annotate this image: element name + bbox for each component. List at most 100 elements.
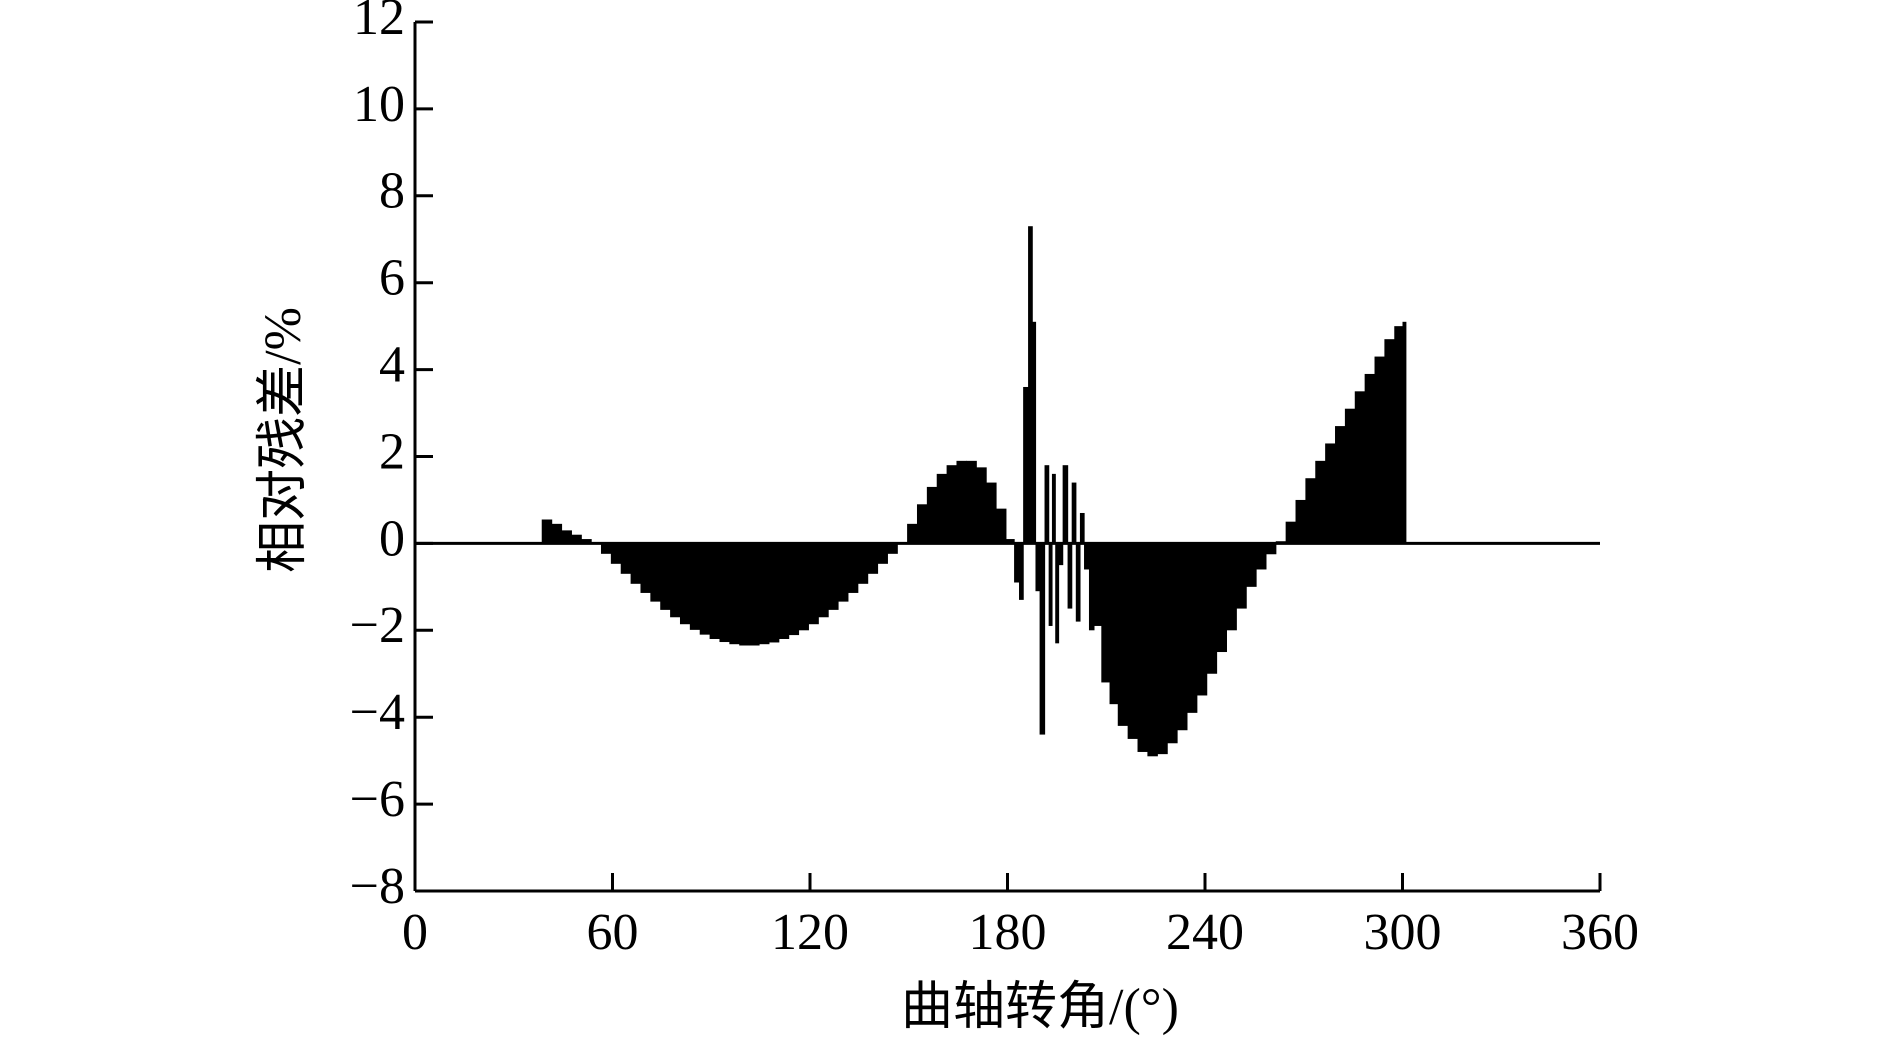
bar <box>1325 443 1336 544</box>
bar <box>1048 543 1053 626</box>
y-tick-label: 10 <box>353 76 405 133</box>
bar <box>1147 543 1158 757</box>
bar <box>1109 543 1119 705</box>
bar <box>1196 543 1208 696</box>
bar <box>986 482 997 544</box>
bar <box>1127 543 1139 739</box>
bar <box>1067 543 1073 609</box>
x-tick-label: 240 <box>1166 904 1244 961</box>
bar <box>1023 386 1029 544</box>
x-tick-label: 120 <box>771 904 849 961</box>
bar <box>956 460 967 544</box>
bar <box>887 543 898 554</box>
bar <box>847 543 859 593</box>
y-tick-label: −8 <box>350 858 405 915</box>
bar <box>1075 543 1081 622</box>
bar <box>739 543 750 646</box>
y-tick-label: −6 <box>350 771 405 828</box>
bar <box>1093 543 1102 626</box>
bar <box>1005 539 1015 544</box>
bar <box>1035 543 1041 592</box>
bar <box>600 543 612 554</box>
bar <box>610 543 622 564</box>
bar <box>630 543 642 584</box>
bar <box>1157 543 1168 755</box>
bar <box>679 543 691 625</box>
bar <box>1384 339 1395 544</box>
bar <box>1055 543 1060 644</box>
bar <box>640 543 651 593</box>
bar <box>818 543 829 618</box>
bar <box>1062 465 1069 544</box>
bar <box>907 523 918 544</box>
x-tick-label: 180 <box>969 904 1047 961</box>
bar <box>916 504 928 544</box>
bar <box>1206 543 1218 674</box>
bar <box>699 543 711 635</box>
bar <box>1039 543 1046 735</box>
bar <box>561 530 572 544</box>
x-axis-label: 曲轴转角/(°) <box>901 979 1179 1036</box>
bar <box>1058 543 1064 566</box>
bar <box>995 508 1007 544</box>
bar <box>1236 543 1247 609</box>
bar <box>926 486 938 544</box>
x-tick-label: 300 <box>1364 904 1442 961</box>
x-tick-label: 0 <box>402 904 428 961</box>
y-tick-label: 2 <box>379 423 405 480</box>
bar <box>758 543 770 645</box>
bar <box>857 543 869 584</box>
bar <box>1246 543 1257 587</box>
bar <box>1354 391 1366 544</box>
bar <box>551 523 563 544</box>
bar <box>1256 543 1267 570</box>
bar <box>1394 326 1404 544</box>
bar <box>1177 543 1188 731</box>
bar <box>1079 512 1085 544</box>
bar <box>828 543 839 610</box>
bar <box>1374 356 1385 544</box>
bar <box>1265 543 1277 555</box>
bar <box>1101 543 1111 683</box>
bar <box>936 473 948 544</box>
bar <box>670 543 681 618</box>
bar <box>1014 543 1020 583</box>
bar <box>1216 543 1227 653</box>
x-tick-label: 360 <box>1561 904 1639 961</box>
bar <box>1344 408 1356 544</box>
bar <box>571 534 582 544</box>
bar <box>660 543 671 610</box>
bar <box>1044 465 1050 544</box>
y-tick-label: 6 <box>379 250 405 307</box>
bar <box>1084 543 1090 570</box>
y-tick-label: −2 <box>350 597 405 654</box>
bar <box>778 543 790 639</box>
bar <box>1186 543 1198 713</box>
bar <box>1028 226 1033 544</box>
bar <box>749 543 760 646</box>
bar <box>768 543 780 643</box>
bar <box>709 543 721 639</box>
bar <box>1295 499 1306 544</box>
x-tick-label: 60 <box>587 904 639 961</box>
bar <box>1364 373 1376 544</box>
bar <box>541 519 553 544</box>
bar <box>867 543 879 574</box>
bar <box>837 543 849 602</box>
y-tick-label: 8 <box>379 163 405 220</box>
y-tick-label: −4 <box>350 684 405 741</box>
bar <box>1088 543 1095 631</box>
y-axis-label: 相对残差/% <box>255 307 312 573</box>
bar <box>1051 473 1056 544</box>
bar <box>1019 543 1024 600</box>
bar <box>1071 482 1077 544</box>
bar <box>650 543 661 602</box>
y-tick-label: 4 <box>379 337 405 394</box>
bar <box>1305 478 1316 544</box>
bar <box>1137 543 1148 752</box>
bar <box>946 465 958 544</box>
bar <box>689 543 701 630</box>
bar <box>788 543 800 636</box>
bar <box>1335 426 1346 544</box>
